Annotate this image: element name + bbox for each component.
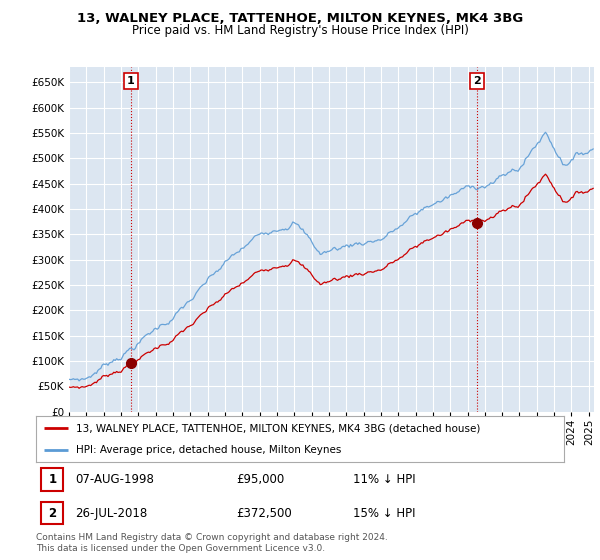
Text: 2: 2 [49, 507, 56, 520]
Text: 26-JUL-2018: 26-JUL-2018 [76, 507, 148, 520]
Text: HPI: Average price, detached house, Milton Keynes: HPI: Average price, detached house, Milt… [76, 445, 341, 455]
Text: 1: 1 [49, 473, 56, 486]
Text: £95,000: £95,000 [236, 473, 285, 486]
Text: 13, WALNEY PLACE, TATTENHOE, MILTON KEYNES, MK4 3BG (detached house): 13, WALNEY PLACE, TATTENHOE, MILTON KEYN… [76, 423, 480, 433]
Text: £372,500: £372,500 [236, 507, 292, 520]
Text: 2: 2 [473, 76, 481, 86]
Text: Price paid vs. HM Land Registry's House Price Index (HPI): Price paid vs. HM Land Registry's House … [131, 24, 469, 37]
Text: 07-AUG-1998: 07-AUG-1998 [76, 473, 154, 486]
FancyBboxPatch shape [41, 502, 64, 524]
Text: 11% ↓ HPI: 11% ↓ HPI [353, 473, 415, 486]
Text: 15% ↓ HPI: 15% ↓ HPI [353, 507, 415, 520]
Text: 13, WALNEY PLACE, TATTENHOE, MILTON KEYNES, MK4 3BG: 13, WALNEY PLACE, TATTENHOE, MILTON KEYN… [77, 12, 523, 25]
Text: Contains HM Land Registry data © Crown copyright and database right 2024.
This d: Contains HM Land Registry data © Crown c… [36, 533, 388, 553]
FancyBboxPatch shape [41, 468, 64, 491]
Text: 1: 1 [127, 76, 135, 86]
